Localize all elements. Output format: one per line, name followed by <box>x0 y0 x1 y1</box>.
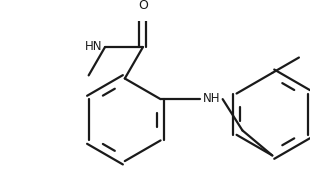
Text: O: O <box>138 0 148 12</box>
Text: NH: NH <box>203 92 220 105</box>
Text: HN: HN <box>85 40 102 53</box>
